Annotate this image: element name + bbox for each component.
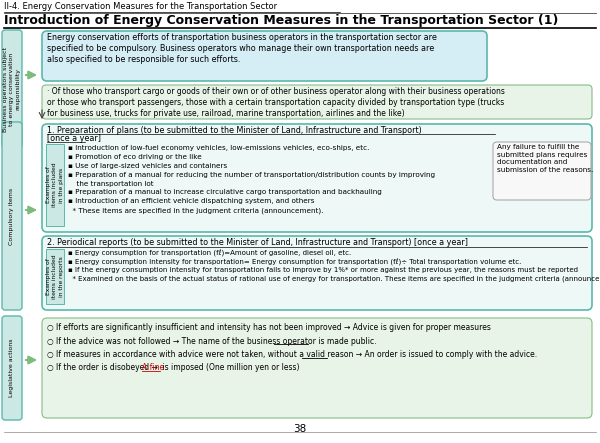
FancyBboxPatch shape bbox=[42, 31, 487, 81]
FancyBboxPatch shape bbox=[2, 30, 22, 148]
Text: ▪ Introduction of low-fuel economy vehicles, low-emissions vehicles, eco-ships, : ▪ Introduction of low-fuel economy vehic… bbox=[68, 145, 370, 151]
Bar bbox=[46, 249, 64, 304]
Text: ▪ Preparation of a manual for reducing the number of transportation/distribution: ▪ Preparation of a manual for reducing t… bbox=[68, 172, 435, 178]
FancyBboxPatch shape bbox=[42, 236, 592, 310]
Text: Examples of
items included
in the reports: Examples of items included in the report… bbox=[46, 254, 64, 299]
Text: [once a year]: [once a year] bbox=[47, 134, 101, 143]
Text: 2. Periodical reports (to be submitted to the Minister of Land, Infrastructure a: 2. Periodical reports (to be submitted t… bbox=[47, 238, 468, 247]
Text: · Of those who transport cargo or goods of their own or of other business operat: · Of those who transport cargo or goods … bbox=[47, 87, 505, 118]
FancyBboxPatch shape bbox=[42, 124, 592, 232]
Text: ○ If the advice was not followed → The name of the business operator is made pub: ○ If the advice was not followed → The n… bbox=[47, 337, 377, 346]
Text: * Examined on the basis of the actual status of rational use of energy for trans: * Examined on the basis of the actual st… bbox=[68, 276, 600, 282]
Text: is imposed (One million yen or less): is imposed (One million yen or less) bbox=[160, 364, 300, 373]
Text: ○ If measures in accordance with advice were not taken, without a valid reason →: ○ If measures in accordance with advice … bbox=[47, 350, 537, 359]
Text: ○ If efforts are significantly insufficient and intensity has not been improved : ○ If efforts are significantly insuffici… bbox=[47, 323, 491, 332]
Text: ▪ Energy consumption intensity for transportation= Energy consumption for transp: ▪ Energy consumption intensity for trans… bbox=[68, 259, 521, 266]
Text: ▪ Introduction of an efficient vehicle dispatching system, and others: ▪ Introduction of an efficient vehicle d… bbox=[68, 198, 314, 204]
Text: ○ If the order is disobeyed →: ○ If the order is disobeyed → bbox=[47, 364, 160, 373]
Text: Any failure to fulfill the
submitted plans requires
documentation and
submission: Any failure to fulfill the submitted pla… bbox=[497, 144, 593, 172]
Text: Compulsory items: Compulsory items bbox=[10, 187, 14, 245]
Text: Legislative actions: Legislative actions bbox=[10, 339, 14, 397]
Text: ▪ Promotion of eco driving or the like: ▪ Promotion of eco driving or the like bbox=[68, 154, 202, 160]
Text: II-4. Energy Conservation Measures for the Transportation Sector: II-4. Energy Conservation Measures for t… bbox=[4, 2, 277, 11]
Text: Introduction of Energy Conservation Measures in the Transportation Sector (1): Introduction of Energy Conservation Meas… bbox=[4, 14, 559, 27]
Text: * These items are specified in the judgment criteria (announcement).: * These items are specified in the judgm… bbox=[68, 207, 323, 214]
Text: 38: 38 bbox=[293, 424, 307, 434]
Text: Energy conservation efforts of transportation business operators in the transpor: Energy conservation efforts of transport… bbox=[47, 33, 437, 64]
Text: ▪ Energy consumption for transportation (fℓ)=Amount of gasoline, diesel oil, etc: ▪ Energy consumption for transportation … bbox=[68, 250, 351, 257]
FancyBboxPatch shape bbox=[2, 316, 22, 420]
Text: Examples of
items included
in the plans: Examples of items included in the plans bbox=[46, 163, 64, 207]
Text: ▪ Use of large-sized vehicles and containers: ▪ Use of large-sized vehicles and contai… bbox=[68, 163, 227, 169]
FancyBboxPatch shape bbox=[42, 318, 592, 418]
FancyBboxPatch shape bbox=[493, 142, 591, 200]
Text: the transportation lot: the transportation lot bbox=[72, 181, 154, 187]
Text: ▪ Preparation of a manual to increase circulative cargo transportation and backh: ▪ Preparation of a manual to increase ci… bbox=[68, 189, 382, 195]
Text: Business operators subject
to energy conservation
responsibility: Business operators subject to energy con… bbox=[3, 47, 21, 132]
FancyBboxPatch shape bbox=[42, 85, 592, 119]
Text: ▪ If the energy consumption intensity for transportation fails to improve by 1%*: ▪ If the energy consumption intensity fo… bbox=[68, 267, 578, 273]
Bar bbox=[46, 144, 64, 226]
Text: 1. Preparation of plans (to be submitted to the Minister of Land, Infrastructure: 1. Preparation of plans (to be submitted… bbox=[47, 126, 422, 135]
Text: A fine: A fine bbox=[142, 364, 164, 373]
FancyBboxPatch shape bbox=[2, 122, 22, 310]
